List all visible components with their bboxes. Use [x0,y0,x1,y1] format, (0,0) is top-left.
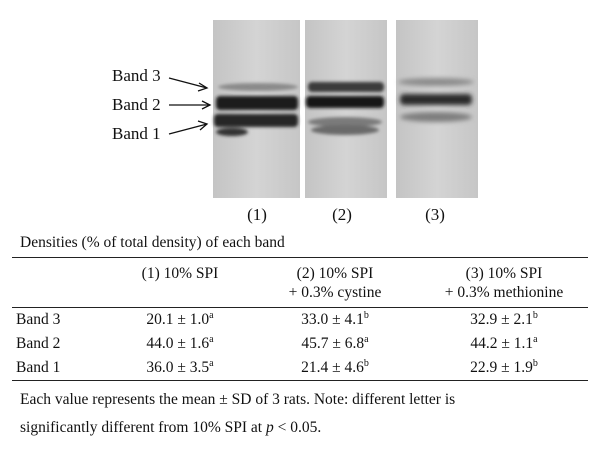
gel-lane-3 [396,20,478,198]
table-cell: 36.0 ± 3.5a [146,357,214,376]
table-header-row: (1) 10% SPI (2) 10% SPI + 0.3% cystine (… [12,257,588,308]
row-label: Band 2 [16,335,61,352]
header-group-2-line2: + 0.3% cystine [288,284,382,301]
band-arrows [168,77,212,135]
table-cell: 44.2 ± 1.1a [470,333,538,352]
table-row: Band 3 20.1 ± 1.0a 33.0 ± 4.1b 32.9 ± 2.… [12,308,588,333]
row-label: Band 1 [16,359,61,376]
table-cell: 45.7 ± 6.8a [301,333,369,352]
table-cell: 21.4 ± 4.6b [301,357,369,376]
table-row: Band 1 36.0 ± 3.5a 21.4 ± 4.6b 22.9 ± 1.… [12,356,588,381]
arrow-band-3 [168,77,208,89]
band-label-1: Band 1 [112,124,161,143]
header-group-1: (1) 10% SPI [110,258,250,308]
row-label: Band 3 [16,311,61,328]
band-label-2: Band 2 [112,95,161,114]
band-label-3: Band 3 [112,66,161,85]
table-cell: 44.0 ± 1.6a [146,333,214,352]
header-group-1-line1: (1) 10% SPI [141,265,219,282]
header-group-3-line1: (3) 10% SPI [465,265,543,282]
footnote-line-1: Each value represents the mean ± SD of 3… [20,391,456,408]
header-group-2: (2) 10% SPI + 0.3% cystine [250,258,420,308]
header-group-3: (3) 10% SPI + 0.3% methionine [420,258,588,308]
lane-label-3: (3) [425,205,445,224]
table-cell: 20.1 ± 1.0a [146,309,214,328]
lane-label-1: (1) [247,205,267,224]
gel-image [168,20,478,198]
table-cell: 33.0 ± 4.1b [301,309,369,328]
footnote-line-2: significantly different from 10% SPI at … [20,419,322,436]
lane-label-2: (2) [332,205,352,224]
header-group-2-line1: (2) 10% SPI [296,265,374,282]
table-cell: 32.9 ± 2.1b [470,309,538,328]
header-empty [12,258,110,308]
header-group-3-line2: + 0.3% methionine [444,284,564,301]
table-cell: 22.9 ± 1.9b [470,357,538,376]
gel-lane-1 [213,20,300,198]
gel-lane-2 [305,20,387,198]
table-caption: Densities (% of total density) of each b… [20,234,285,251]
arrow-band-1 [168,123,208,135]
table-footnote: Each value represents the mean ± SD of 3… [20,386,590,442]
table-row: Band 2 44.0 ± 1.6a 45.7 ± 6.8a 44.2 ± 1.… [12,332,588,356]
density-table: (1) 10% SPI (2) 10% SPI + 0.3% cystine (… [12,257,588,381]
